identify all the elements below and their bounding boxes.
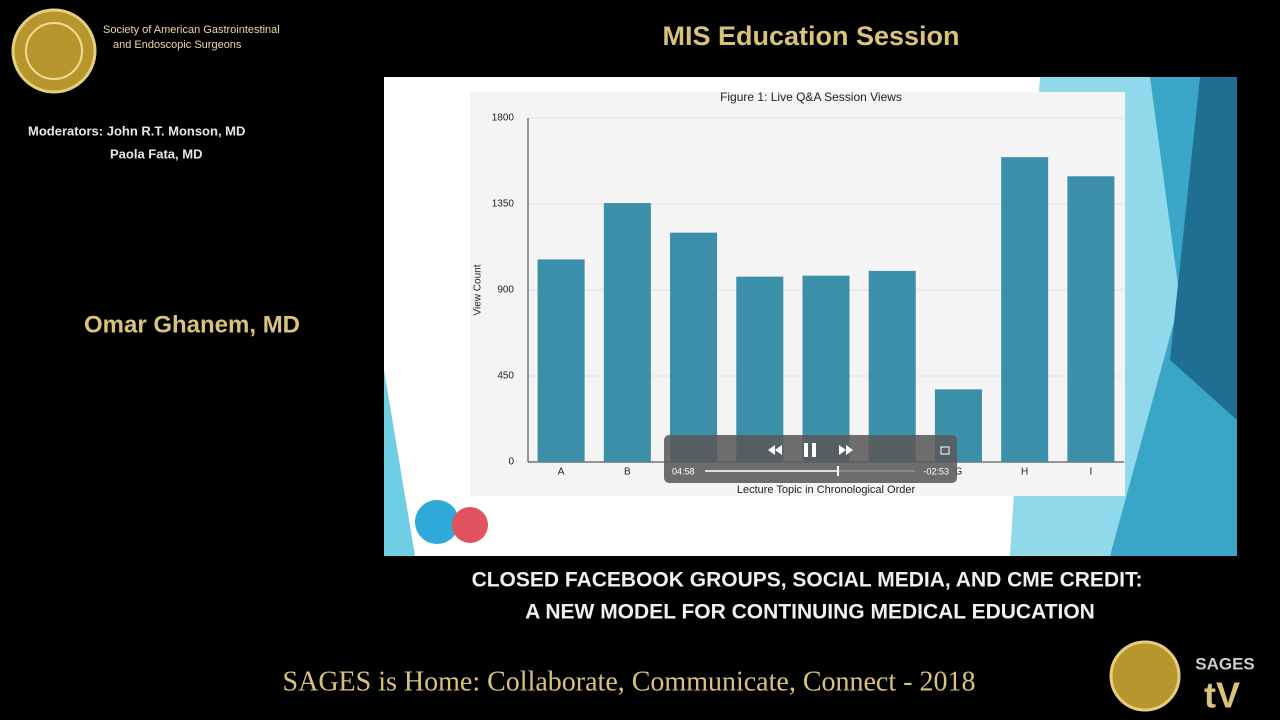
- ihc-logo: [415, 500, 459, 544]
- moderators: Paola Fata, MD: [110, 146, 202, 161]
- remaining-time: -02:53: [923, 466, 949, 476]
- pause-button[interactable]: [804, 443, 808, 457]
- bar: [1067, 176, 1115, 463]
- caption: A NEW MODEL FOR CONTINUING MEDICAL EDUCA…: [525, 601, 1095, 624]
- share-button[interactable]: [940, 446, 950, 455]
- tv-logo-text: tV: [1204, 675, 1240, 716]
- y-axis-label: View Count: [473, 264, 484, 315]
- bar: [603, 203, 651, 463]
- x-tick-label: H: [1021, 467, 1028, 478]
- chart-title: Figure 1: Live Q&A Session Views: [720, 90, 902, 104]
- controls-panel: [664, 435, 957, 483]
- forward-button[interactable]: [839, 445, 846, 455]
- bar: [670, 232, 718, 462]
- slide-decoration: [1170, 77, 1237, 420]
- moderators: Moderators: John R.T. Monson, MD: [28, 123, 245, 138]
- x-tick-label: A: [558, 467, 565, 478]
- tv-logo-text: SAGES: [1195, 654, 1255, 673]
- rewind-button[interactable]: [775, 445, 782, 455]
- bar: [1001, 157, 1049, 462]
- y-tick-label: 450: [497, 371, 514, 382]
- speaker: Omar Ghanem, MD: [84, 311, 300, 338]
- bar: [537, 259, 585, 462]
- ihc-logo: [452, 507, 488, 543]
- caption: CLOSED FACEBOOK GROUPS, SOCIAL MEDIA, AN…: [472, 569, 1143, 592]
- rewind-button[interactable]: [768, 445, 775, 455]
- slide-decoration: [384, 370, 415, 556]
- x-tick-label: B: [624, 467, 631, 478]
- forward-button[interactable]: [846, 445, 853, 455]
- bar: [736, 276, 784, 462]
- society-name: and Endoscopic Surgeons: [113, 39, 242, 51]
- elapsed-time: 04:58: [672, 466, 695, 476]
- sages-seal-ring: [25, 22, 83, 80]
- y-tick-label: 0: [508, 457, 514, 468]
- pause-button[interactable]: [812, 443, 816, 457]
- y-tick-label: 1800: [492, 113, 515, 124]
- x-tick-label: G: [955, 467, 963, 478]
- x-axis-label: Lecture Topic in Chronological Order: [737, 484, 916, 496]
- society-name: Society of American Gastrointestinal: [103, 24, 280, 36]
- y-tick-label: 900: [497, 285, 514, 296]
- plot: 0 450 900 1350 1800 A B G H I: [492, 113, 1124, 478]
- progress-thumb[interactable]: [837, 466, 839, 476]
- video-controls: 04:58 -02:53: [664, 435, 957, 483]
- session-title: MIS Education Session: [662, 21, 959, 51]
- footer-seal: [1109, 640, 1181, 712]
- y-tick-label: 1350: [492, 199, 515, 210]
- footer-text: SAGES is Home: Collaborate, Communicate,…: [283, 666, 976, 697]
- x-tick-label: I: [1089, 467, 1092, 478]
- bar: [802, 275, 850, 462]
- bar: [868, 270, 916, 462]
